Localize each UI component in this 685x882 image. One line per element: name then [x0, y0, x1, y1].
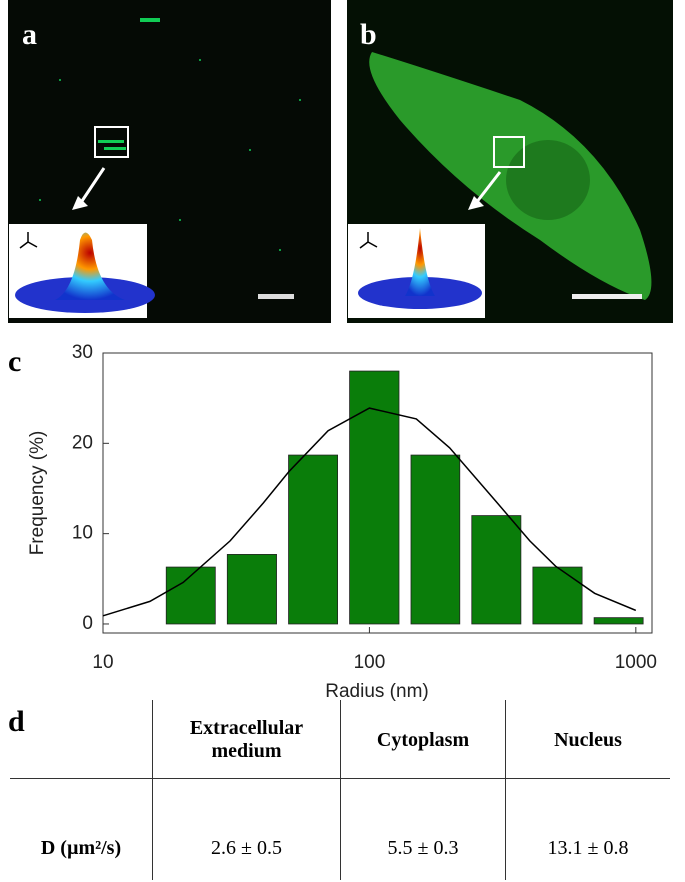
image-panels — [8, 0, 673, 323]
histogram-chart: Radius (nm) Frequency (%) 0 10 20 30 10 100 10… — [27, 342, 657, 702]
table-cell: 13.1 ± 0.8 — [547, 836, 629, 859]
x-tick-label: 1000 — [615, 652, 657, 673]
x-tick-label: 100 — [354, 652, 386, 673]
arrow — [78, 167, 106, 205]
axes-icon — [359, 232, 378, 249]
y-tick-label: 30 — [72, 342, 93, 363]
arrow — [474, 171, 502, 204]
table-rule — [152, 700, 153, 880]
axes-icon — [19, 232, 38, 249]
arrow-head — [72, 196, 88, 210]
panel-label: c — [8, 345, 22, 378]
fit-curve — [102, 407, 637, 617]
scale-bar — [572, 294, 642, 299]
y-tick-label: 20 — [72, 432, 93, 453]
x-axis-label: Radius (nm) — [325, 681, 428, 702]
bar — [593, 617, 644, 625]
column-header: Nucleus — [554, 728, 622, 751]
arrow-head — [468, 196, 484, 210]
nucleus — [506, 140, 590, 220]
bar — [532, 566, 583, 625]
table-rule — [340, 700, 341, 880]
panel-label: a — [22, 18, 37, 51]
bar — [288, 454, 338, 625]
bar — [226, 554, 277, 625]
scale-bar — [258, 294, 294, 299]
panel-label: d — [8, 705, 25, 738]
particles — [39, 18, 301, 251]
table-rule — [505, 700, 506, 880]
table-cell: 5.5 ± 0.3 — [387, 836, 459, 859]
bar — [471, 515, 522, 625]
y-axis-label: Frequency (%) — [27, 431, 48, 556]
table-cell: 2.6 ± 0.5 — [211, 836, 282, 859]
y-tick-label: 0 — [82, 613, 93, 634]
bar — [410, 454, 461, 625]
peak — [55, 232, 125, 300]
peak — [405, 228, 435, 296]
roi-box — [493, 136, 525, 168]
y-tick-label: 10 — [72, 523, 93, 544]
column-header: Extracellular medium — [189, 717, 304, 762]
x-tick-label: 10 — [92, 652, 113, 673]
roi-box — [94, 126, 129, 158]
column-header: Cytoplasm — [376, 728, 470, 751]
plot-frame — [102, 352, 653, 634]
row-header: D (µm²/s) — [40, 836, 122, 859]
panel-label: b — [360, 18, 377, 51]
